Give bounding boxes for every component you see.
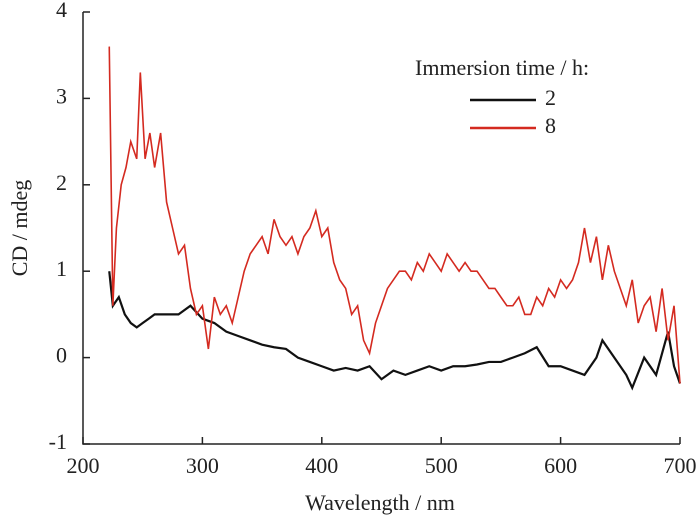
legend-label: 2 [545,85,556,110]
x-tick-label: 700 [664,453,697,478]
y-tick-label: -1 [49,429,67,454]
y-tick-label: 2 [56,170,67,195]
series-line [108,46,681,384]
x-tick-label: 400 [305,453,338,478]
y-tick-label: 0 [56,343,67,368]
legend-title: Immersion time / h: [415,55,589,80]
y-tick-label: 1 [56,256,67,281]
x-tick-label: 500 [425,453,458,478]
x-axis-label: Wavelength / nm [305,490,455,515]
legend-label: 8 [545,113,556,138]
y-axis-label: CD / mdeg [7,180,32,277]
series-line [108,271,682,391]
x-tick-label: 200 [67,453,100,478]
y-tick-label: 3 [56,83,67,108]
x-tick-label: 600 [544,453,577,478]
x-tick-label: 300 [186,453,219,478]
y-tick-label: 4 [56,0,67,22]
